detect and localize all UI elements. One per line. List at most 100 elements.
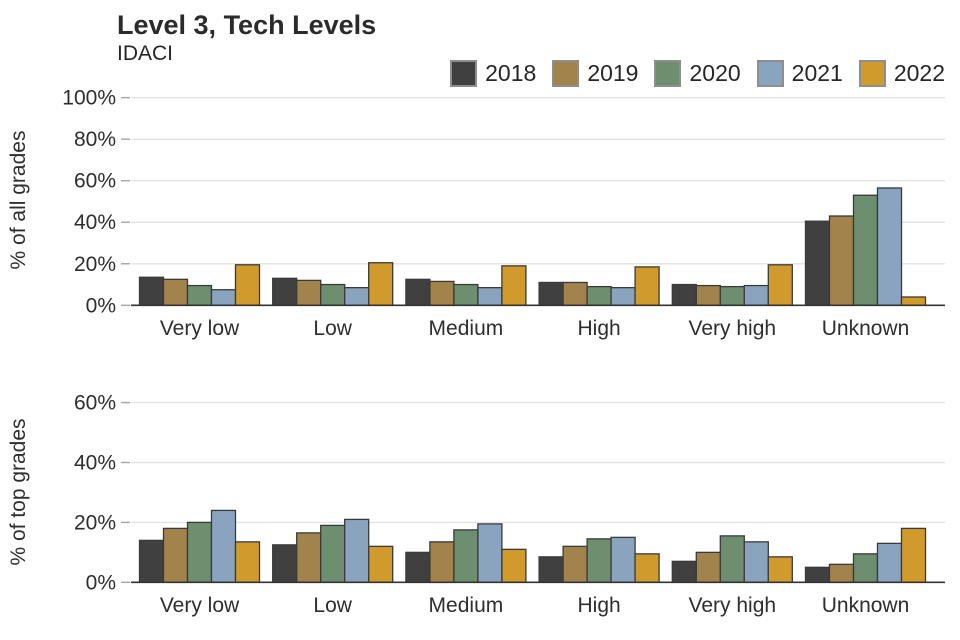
y-tick-label-0: 0% xyxy=(86,294,116,317)
x-category-label-medium: Medium xyxy=(429,317,504,340)
bar-2018-medium xyxy=(405,551,431,583)
x-category-label-unknown: Unknown xyxy=(822,594,910,617)
bar-2022-low xyxy=(368,262,394,306)
bar-2022-medium xyxy=(501,265,527,306)
bar-2018-high xyxy=(538,556,564,583)
bar-2019-unknown xyxy=(828,215,855,306)
bar-2020-unknown xyxy=(852,194,879,306)
bar-2018-low xyxy=(272,544,298,583)
bar-2022-high xyxy=(634,553,660,583)
legend-item-2019: 2019 xyxy=(552,60,638,87)
y-tick-label-0: 0% xyxy=(86,571,116,594)
bar-2021-medium xyxy=(477,286,503,306)
panel-all-grades: 0% 20% 40% 60% 80% 100% Very low Low Medium High V… xyxy=(7,87,945,340)
legend-swatch-2019 xyxy=(552,60,580,87)
panel-top-grades: 0% 20% 40% 60% Very low Low Medium High Very hig… xyxy=(7,392,945,617)
chart-subtitle: IDACI xyxy=(117,42,174,65)
bar-2020-very-low xyxy=(186,284,213,306)
bar-2020-medium xyxy=(453,283,479,306)
x-category-label-high: High xyxy=(577,317,620,340)
bar-2020-very-high xyxy=(719,285,745,306)
bar-2021-unknown xyxy=(876,542,903,583)
bar-2021-high xyxy=(610,286,636,306)
bar-2021-low xyxy=(344,518,370,583)
bar-2022-high xyxy=(634,266,660,306)
bar-2020-very-high xyxy=(719,535,745,583)
x-category-label-very-low: Very low xyxy=(160,317,240,340)
bar-2018-low xyxy=(272,277,298,306)
legend-item-2022: 2022 xyxy=(858,60,945,87)
legend-label-2020: 2020 xyxy=(689,60,741,86)
bar-2018-very-high xyxy=(671,283,697,306)
legend-swatch-2021 xyxy=(756,60,784,87)
bar-2018-high xyxy=(538,281,564,306)
bar-2022-very-high xyxy=(767,264,793,306)
bar-2021-medium xyxy=(477,523,503,583)
bar-2019-medium xyxy=(429,280,455,306)
legend-item-2020: 2020 xyxy=(654,60,741,87)
bar-2019-medium xyxy=(429,541,455,583)
bar-2020-high xyxy=(586,285,612,306)
x-category-label-low: Low xyxy=(313,594,352,617)
bar-2020-low xyxy=(320,283,346,306)
legend-swatch-2018 xyxy=(450,60,478,87)
x-category-label-medium: Medium xyxy=(429,594,504,617)
y-tick-label-80: 80% xyxy=(74,128,116,151)
legend-label-2019: 2019 xyxy=(587,60,639,86)
bar-2022-low xyxy=(368,545,394,583)
bar-2021-high xyxy=(610,536,636,583)
bar-2019-very-low xyxy=(162,527,189,583)
bar-2021-very-low xyxy=(210,509,237,583)
legend-item-2021: 2021 xyxy=(756,60,843,87)
bar-2022-very-high xyxy=(767,556,793,583)
y-tick-label-60: 60% xyxy=(74,392,116,415)
bar-2021-very-high xyxy=(743,541,769,583)
legend: 2018 2019 2020 2021 2022 xyxy=(450,60,945,87)
bar-2020-low xyxy=(320,524,346,583)
x-category-label-very-high: Very high xyxy=(689,594,777,617)
y-tick-label-40: 40% xyxy=(74,452,116,475)
bar-2019-unknown xyxy=(828,563,855,583)
bar-2020-very-low xyxy=(186,521,213,583)
legend-swatch-2022 xyxy=(858,60,886,87)
bar-2018-medium xyxy=(405,278,431,306)
bar-2019-very-high xyxy=(695,551,721,583)
bar-2022-very-low xyxy=(234,541,261,583)
legend-label-2022: 2022 xyxy=(893,60,945,86)
bar-2021-unknown xyxy=(876,187,903,306)
bar-2022-unknown xyxy=(900,527,927,583)
y-tick-label-20: 20% xyxy=(74,511,116,534)
bar-2018-very-low xyxy=(138,276,165,306)
bar-2018-unknown xyxy=(804,566,831,583)
x-category-label-low: Low xyxy=(313,317,352,340)
bar-2018-very-high xyxy=(671,560,697,583)
y-tick-label-100: 100% xyxy=(62,87,116,110)
bar-2020-high xyxy=(586,538,612,583)
bar-2019-low xyxy=(296,532,322,583)
bar-2019-low xyxy=(296,279,322,306)
y-tick-label-20: 20% xyxy=(74,253,116,276)
bar-2018-very-low xyxy=(138,539,165,583)
bar-2018-unknown xyxy=(804,220,831,306)
x-category-label-very-low: Very low xyxy=(160,594,240,617)
y-tick-label-60: 60% xyxy=(74,170,116,193)
bar-2021-very-high xyxy=(743,284,769,306)
legend-item-2018: 2018 xyxy=(450,60,536,87)
y-axis-title--of-top-grades: % of top grades xyxy=(7,418,30,565)
x-category-label-very-high: Very high xyxy=(689,317,777,340)
bar-2020-medium xyxy=(453,529,479,583)
bar-2022-very-low xyxy=(234,264,261,306)
x-category-label-unknown: Unknown xyxy=(822,317,910,340)
bar-2021-low xyxy=(344,286,370,306)
x-category-label-high: High xyxy=(577,594,620,617)
bar-2020-unknown xyxy=(852,553,879,583)
bar-2019-high xyxy=(562,545,588,583)
bar-2019-very-high xyxy=(695,284,721,306)
legend-label-2021: 2021 xyxy=(791,60,843,86)
y-tick-label-40: 40% xyxy=(74,211,116,234)
legend-swatch-2020 xyxy=(654,60,682,87)
chart-title: Level 3, Tech Levels xyxy=(117,10,377,40)
bar-2022-unknown xyxy=(900,296,927,306)
bar-2022-medium xyxy=(501,548,527,583)
